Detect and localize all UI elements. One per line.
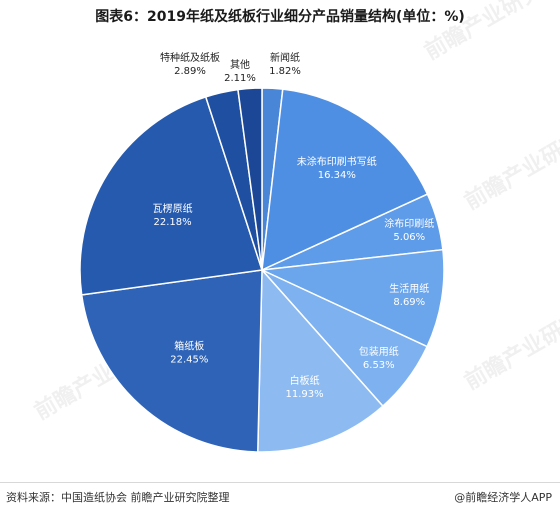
slice-name-label: 特种纸及纸板 [160,51,220,64]
slice-name-label: 其他 [230,58,250,71]
slice-value-label: 8.69% [393,297,425,308]
slice-9 [237,87,263,271]
slice-name-label: 涂布印刷纸 [384,217,434,230]
source-note: 资料来源：中国造纸协会 前瞻产业研究院整理 [6,491,230,504]
pie-labels: 新闻纸 1.82% 未涂布印刷书写纸 16.34% 涂布印刷纸 5.06% 生活用纸 8.69… [153,51,435,400]
watermark-text: 前瞻产业研究院 [460,116,560,216]
slice-value-label: 6.53% [363,360,395,371]
slice-6 [80,269,263,453]
slice-name-label: 生活用纸 [389,282,429,295]
pie-chart: 前瞻产业研究院前瞻产业研究院前瞻产业研究院前瞻产业研究院前瞻产业研究院 新闻纸1… [30,0,560,453]
slice-name-label: 未涂布印刷书写纸 [297,155,377,168]
slice-name-label: 瓦楞原纸 [153,202,193,215]
slice-5 [257,268,384,453]
slice-1 [261,88,429,272]
slice-value-label: 16.34% [318,170,356,181]
slice-value-label: 22.18% [154,217,192,228]
slice-value-label: 22.45% [170,355,208,366]
slice-7 [79,95,263,296]
chart-title: 图表6：2019年纸及纸板行业细分产品销量结构(单位：%) [95,9,465,25]
slice-value-label: 1.82% [269,66,301,77]
brand-credit: @前瞻经济学人APP [454,491,552,504]
slice-3 [259,248,445,348]
slice-value-label: 2.11% [224,73,256,84]
footer: 资料来源：中国造纸协会 前瞻产业研究院整理 @前瞻经济学人APP [0,482,560,507]
slice-name-label: 新闻纸 [270,51,300,64]
slice-value-label: 11.93% [286,389,324,400]
slice-name-label: 箱纸板 [174,340,204,353]
slice-name-label: 包装用纸 [359,345,399,358]
watermark-text: 前瞻产业研究院 [460,296,560,396]
pie-slices [79,87,445,453]
slice-name-label: 白板纸 [290,374,320,387]
watermark-text: 前瞻产业研究院 [420,0,560,65]
slice-value-label: 5.06% [393,232,425,243]
slice-value-label: 2.89% [174,66,206,77]
